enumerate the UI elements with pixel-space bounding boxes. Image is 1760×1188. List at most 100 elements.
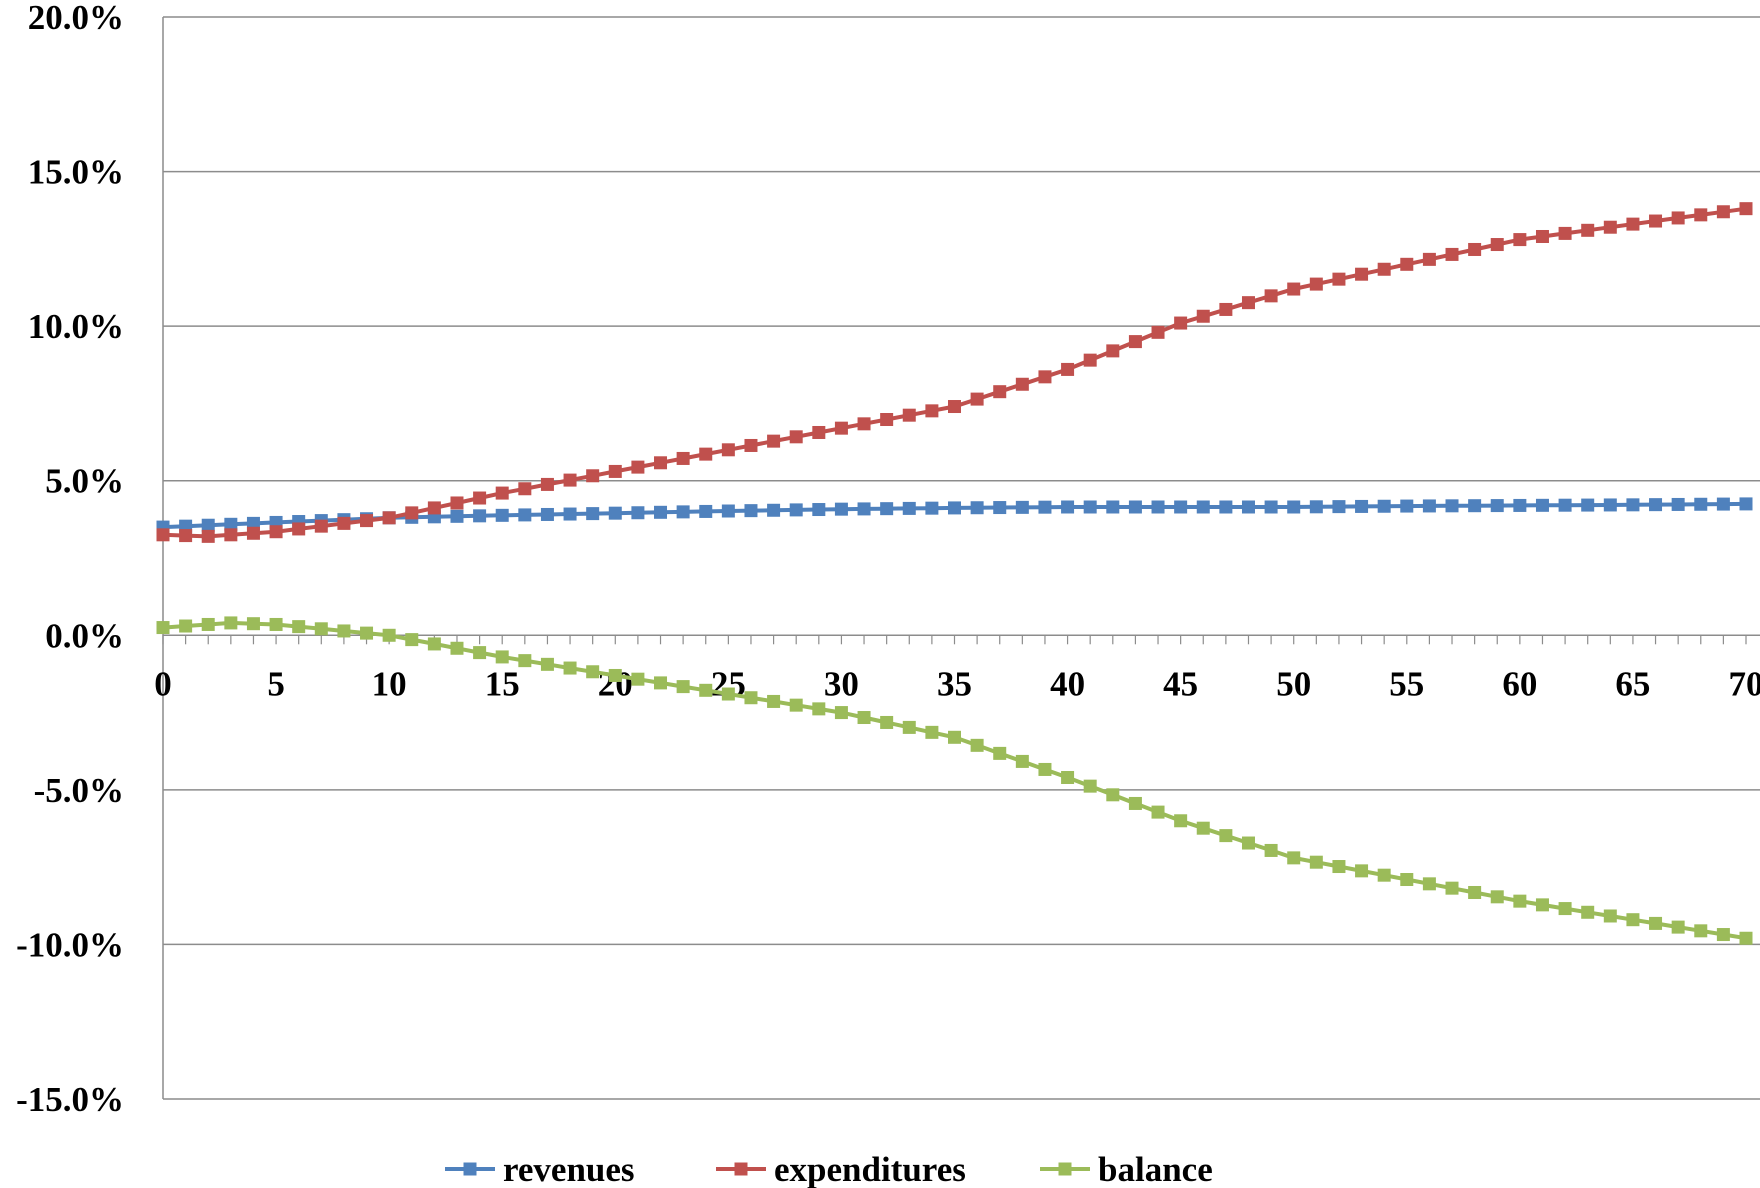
data-point-balance bbox=[1694, 924, 1708, 938]
data-point-balance bbox=[1083, 779, 1097, 793]
data-point-balance bbox=[1332, 860, 1346, 874]
data-point-revenues bbox=[1151, 500, 1165, 514]
data-point-balance bbox=[1287, 851, 1301, 865]
x-tick-label: 70 bbox=[1729, 664, 1760, 703]
data-point-expenditures bbox=[744, 438, 758, 452]
data-point-balance bbox=[1468, 885, 1482, 899]
data-point-balance bbox=[1106, 788, 1120, 802]
data-point-expenditures bbox=[1332, 272, 1346, 286]
data-point-balance bbox=[292, 620, 306, 634]
data-point-balance bbox=[767, 694, 781, 708]
data-point-revenues bbox=[518, 508, 532, 522]
data-point-expenditures bbox=[789, 430, 803, 444]
data-point-balance bbox=[902, 720, 916, 734]
legend-item-balance: balance bbox=[1040, 1150, 1213, 1188]
data-point-expenditures bbox=[586, 469, 600, 483]
data-point-revenues bbox=[1377, 499, 1391, 513]
data-point-revenues bbox=[1739, 497, 1753, 511]
data-point-balance bbox=[246, 617, 260, 631]
data-point-revenues bbox=[699, 504, 713, 518]
data-point-revenues bbox=[1309, 500, 1323, 514]
data-point-balance bbox=[337, 624, 351, 638]
data-point-expenditures bbox=[405, 506, 419, 520]
data-point-balance bbox=[314, 622, 328, 636]
data-point-expenditures bbox=[676, 451, 690, 465]
data-point-revenues bbox=[224, 517, 238, 531]
data-point-expenditures bbox=[1400, 257, 1414, 271]
data-point-expenditures bbox=[1355, 267, 1369, 281]
data-point-expenditures bbox=[1174, 316, 1188, 330]
data-point-revenues bbox=[1468, 499, 1482, 513]
data-point-balance bbox=[1649, 916, 1663, 930]
data-point-revenues bbox=[450, 509, 464, 523]
y-axis-tick-labels: 20.0% 15.0% 10.0% 5.0% 0.0% -5.0% -10.0% -15.0% bbox=[16, 0, 124, 1119]
x-tick-label: 35 bbox=[937, 664, 972, 703]
x-axis-tick-labels: 0 5 10 15 20 25 30 35 40 45 50 55 60 65 70 bbox=[154, 664, 1760, 703]
data-point-expenditures bbox=[224, 528, 238, 542]
axes bbox=[162, 17, 1760, 1099]
data-point-expenditures bbox=[314, 519, 328, 533]
data-point-revenues bbox=[1264, 500, 1278, 514]
data-point-balance bbox=[1581, 905, 1595, 919]
data-point-balance bbox=[857, 711, 871, 725]
data-point-revenues bbox=[1128, 500, 1142, 514]
data-point-balance bbox=[586, 665, 600, 679]
data-point-balance bbox=[427, 637, 441, 651]
data-point-balance bbox=[880, 715, 894, 729]
data-point-expenditures bbox=[608, 464, 622, 478]
data-point-balance bbox=[676, 680, 690, 694]
data-point-revenues bbox=[631, 506, 645, 520]
data-point-balance bbox=[1535, 898, 1549, 912]
data-point-balance bbox=[1739, 931, 1753, 945]
x-tick-label: 60 bbox=[1502, 664, 1537, 703]
data-point-balance bbox=[1015, 754, 1029, 768]
x-tick-label: 50 bbox=[1276, 664, 1311, 703]
x-tick-label: 40 bbox=[1050, 664, 1085, 703]
data-point-revenues bbox=[201, 518, 215, 532]
data-point-expenditures bbox=[925, 404, 939, 418]
data-point-balance bbox=[1490, 890, 1504, 904]
y-tick-label: 5.0% bbox=[45, 462, 124, 501]
data-point-expenditures bbox=[767, 434, 781, 448]
data-point-balance bbox=[1061, 770, 1075, 784]
data-point-revenues bbox=[812, 503, 826, 517]
data-point-revenues bbox=[744, 504, 758, 518]
data-point-balance bbox=[1355, 864, 1369, 878]
data-point-expenditures bbox=[1377, 262, 1391, 276]
data-point-revenues bbox=[902, 501, 916, 515]
data-point-expenditures bbox=[1061, 362, 1075, 376]
data-point-revenues bbox=[1061, 500, 1075, 514]
data-point-expenditures bbox=[450, 496, 464, 510]
x-tick-label: 10 bbox=[372, 664, 407, 703]
data-point-revenues bbox=[767, 503, 781, 517]
data-point-revenues bbox=[1038, 500, 1052, 514]
data-point-revenues bbox=[993, 501, 1007, 515]
data-point-expenditures bbox=[382, 511, 396, 525]
data-point-expenditures bbox=[246, 526, 260, 540]
legend-swatch-marker bbox=[734, 1162, 748, 1176]
data-point-revenues bbox=[834, 502, 848, 516]
data-point-revenues bbox=[1649, 498, 1663, 512]
data-point-revenues bbox=[1581, 498, 1595, 512]
data-point-revenues bbox=[1626, 498, 1640, 512]
data-point-revenues bbox=[246, 516, 260, 530]
legend-item-revenues: revenues bbox=[445, 1150, 635, 1188]
data-point-expenditures bbox=[1716, 205, 1730, 219]
data-point-expenditures bbox=[1513, 233, 1527, 247]
data-point-expenditures bbox=[495, 486, 509, 500]
data-point-revenues bbox=[721, 504, 735, 518]
data-point-balance bbox=[834, 706, 848, 720]
data-point-expenditures bbox=[1287, 282, 1301, 296]
data-point-expenditures bbox=[1626, 217, 1640, 231]
legend-label: revenues bbox=[503, 1150, 635, 1188]
data-point-balance bbox=[1241, 836, 1255, 850]
data-point-balance bbox=[654, 676, 668, 690]
y-tick-label: -5.0% bbox=[34, 771, 124, 810]
data-point-revenues bbox=[1355, 499, 1369, 513]
data-point-revenues bbox=[1535, 498, 1549, 512]
data-point-expenditures bbox=[292, 522, 306, 536]
data-point-expenditures bbox=[1151, 325, 1165, 339]
data-point-balance bbox=[1671, 920, 1685, 934]
legend-label: balance bbox=[1098, 1150, 1213, 1188]
data-point-revenues bbox=[1015, 500, 1029, 514]
